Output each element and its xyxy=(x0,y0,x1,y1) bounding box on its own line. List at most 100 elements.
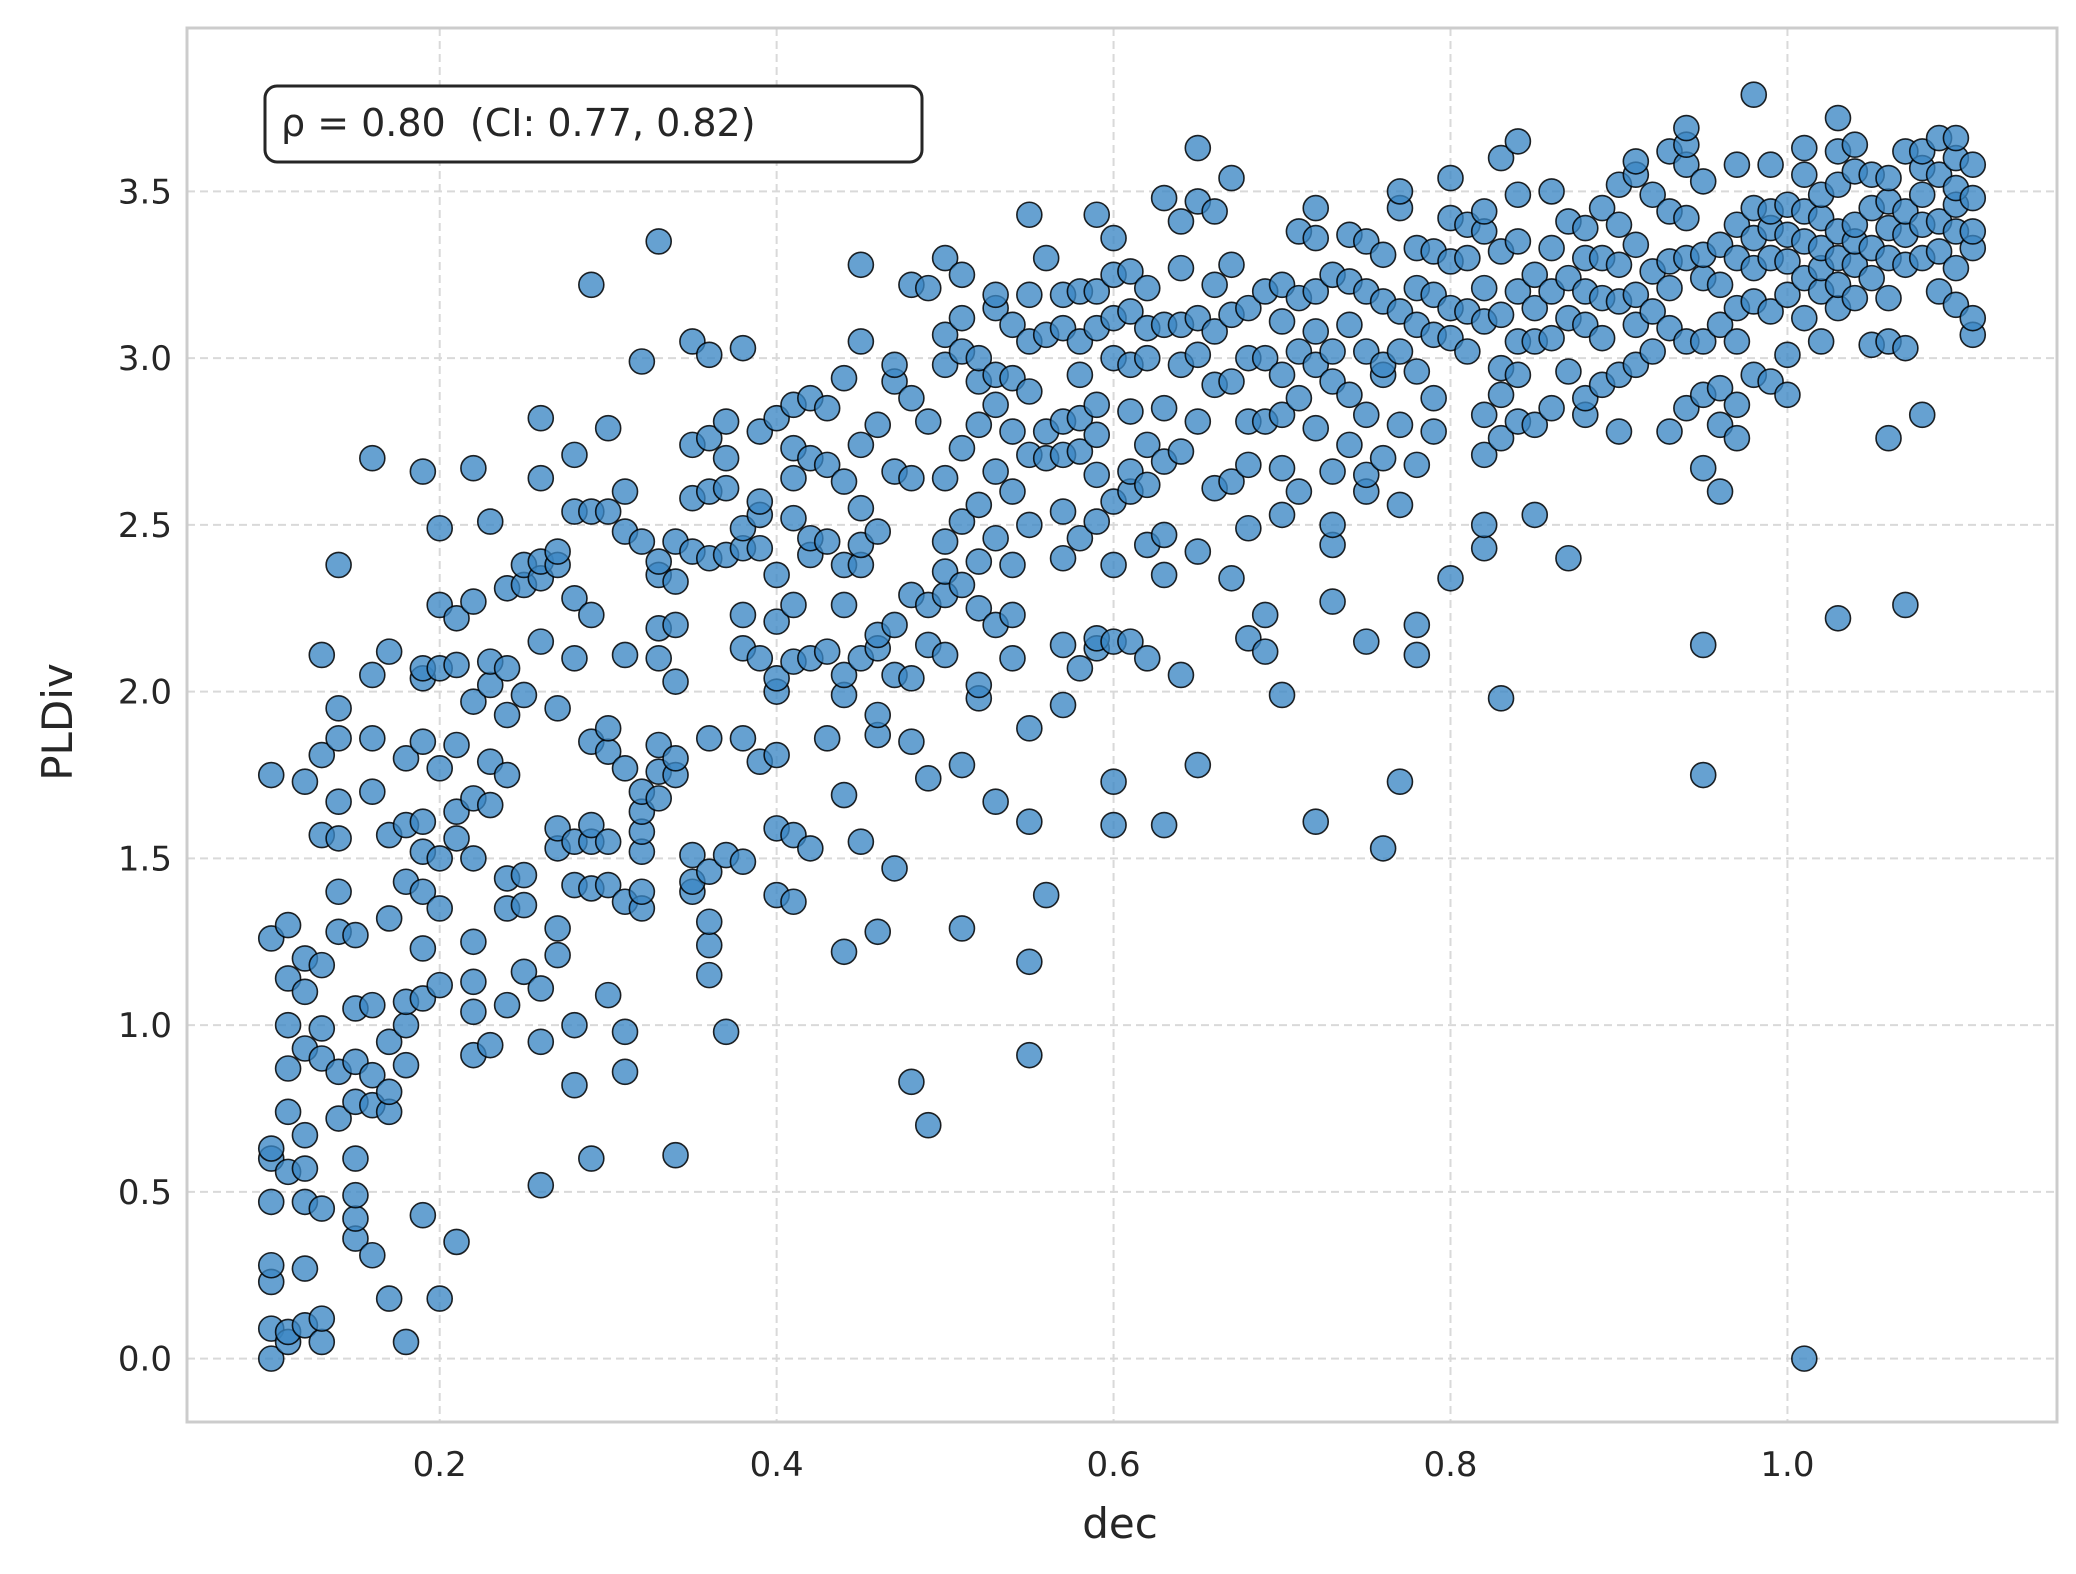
correlation-annotation: ρ = 0.80 (CI: 0.77, 0.82) xyxy=(281,101,756,145)
data-point xyxy=(1369,835,1397,862)
data-point xyxy=(1807,328,1835,355)
data-point xyxy=(695,424,723,452)
data-point xyxy=(1302,808,1330,836)
data-point xyxy=(1487,685,1515,712)
data-point xyxy=(1841,211,1869,239)
data-point xyxy=(1774,248,1801,275)
data-point xyxy=(813,638,841,665)
x-axis-label: dec xyxy=(1082,1499,1158,1548)
data-point xyxy=(1184,408,1212,435)
data-point xyxy=(291,1255,319,1282)
data-point xyxy=(359,725,386,752)
data-point xyxy=(847,494,875,522)
data-point xyxy=(1437,164,1464,192)
data-point xyxy=(1689,454,1717,482)
data-point xyxy=(375,1028,403,1056)
data-point xyxy=(1487,301,1515,329)
data-point xyxy=(1487,424,1515,452)
data-point xyxy=(1774,341,1801,369)
data-point xyxy=(763,561,790,589)
data-point xyxy=(999,418,1026,445)
data-point xyxy=(1673,114,1700,142)
data-point xyxy=(342,1205,369,1232)
data-point xyxy=(999,311,1026,339)
data-point xyxy=(864,918,892,946)
data-point xyxy=(1774,281,1801,309)
data-point xyxy=(1336,381,1363,409)
data-point xyxy=(392,745,420,772)
data-point xyxy=(274,911,302,939)
data-point xyxy=(914,1111,942,1139)
data-point xyxy=(898,384,925,412)
data-point xyxy=(375,905,403,932)
data-point xyxy=(527,628,555,655)
data-point xyxy=(1538,324,1565,352)
data-point xyxy=(527,1028,555,1056)
data-point xyxy=(1723,151,1751,179)
data-point xyxy=(1875,424,1902,452)
data-point xyxy=(1336,431,1363,459)
data-point xyxy=(1386,491,1414,519)
data-point xyxy=(409,935,437,962)
data-point xyxy=(426,845,454,872)
data-point xyxy=(1706,478,1734,505)
data-point xyxy=(325,725,352,752)
data-point xyxy=(594,981,622,1009)
data-point xyxy=(1133,431,1161,459)
data-point xyxy=(325,878,352,906)
data-point xyxy=(561,1071,588,1099)
data-point xyxy=(1218,564,1245,592)
data-point xyxy=(1133,274,1161,302)
data-point xyxy=(662,568,689,595)
data-point xyxy=(746,488,774,515)
y-axis-label: PLDiv xyxy=(33,663,82,781)
data-point xyxy=(476,508,504,535)
data-point xyxy=(1302,194,1330,222)
data-point xyxy=(325,825,352,852)
data-point xyxy=(1268,308,1296,335)
data-point xyxy=(1774,381,1801,409)
data-point xyxy=(729,848,757,876)
data-point xyxy=(578,601,605,629)
data-point xyxy=(813,725,841,752)
y-tick-label: 1.0 xyxy=(118,1006,172,1046)
data-point xyxy=(1605,211,1633,239)
data-point xyxy=(1066,361,1094,389)
data-point xyxy=(948,434,976,462)
data-point xyxy=(965,411,993,439)
data-point xyxy=(476,791,504,819)
data-point xyxy=(1150,394,1178,422)
y-tick-label: 2.5 xyxy=(118,506,172,546)
data-point xyxy=(426,971,454,999)
data-point xyxy=(1588,324,1616,352)
data-point xyxy=(965,548,993,575)
data-point xyxy=(257,1345,285,1372)
data-point xyxy=(443,731,470,759)
data-point xyxy=(1605,418,1633,445)
data-point xyxy=(274,1098,302,1126)
data-point xyxy=(1504,228,1532,255)
data-point xyxy=(308,1015,336,1042)
data-point xyxy=(291,1155,319,1182)
data-point xyxy=(1925,238,1953,265)
data-point xyxy=(594,828,622,856)
data-point xyxy=(965,594,993,622)
data-point xyxy=(257,1188,285,1216)
data-point xyxy=(1218,468,1245,495)
data-point xyxy=(645,645,673,672)
data-point xyxy=(1100,551,1127,579)
data-point xyxy=(712,444,740,472)
data-point xyxy=(359,778,386,805)
data-point xyxy=(1386,178,1414,205)
data-point xyxy=(392,1051,420,1079)
data-point xyxy=(1016,1041,1043,1069)
data-point xyxy=(1420,384,1447,412)
data-point xyxy=(662,745,689,772)
data-point xyxy=(510,681,538,709)
data-point xyxy=(1268,454,1296,482)
data-point xyxy=(1016,511,1043,539)
data-point xyxy=(1184,134,1212,162)
data-point xyxy=(1235,514,1262,542)
data-point xyxy=(847,328,875,355)
